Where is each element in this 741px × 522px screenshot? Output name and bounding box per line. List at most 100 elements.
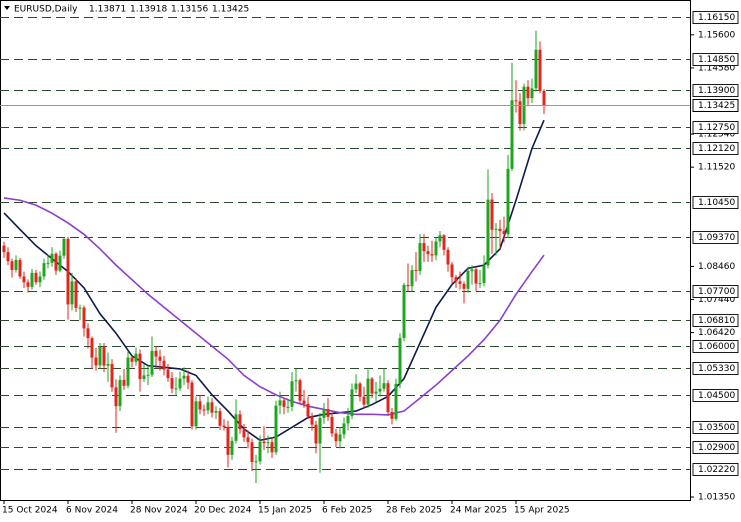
candle-body [126, 357, 130, 386]
candle-body [402, 284, 406, 339]
candle-body [158, 356, 162, 361]
candle-body [510, 100, 514, 169]
x-tick-label: 15 Oct 2024 [2, 506, 58, 516]
candle-body [490, 199, 494, 230]
candle-body [486, 199, 490, 266]
price-label: 1.13425 [698, 101, 735, 111]
level-label-box [692, 11, 739, 24]
level-label-box [692, 314, 739, 327]
candle-body [30, 272, 34, 287]
candle-body [90, 338, 94, 358]
candle-body [242, 429, 246, 438]
y-tick-label: 1.06420 [698, 328, 735, 338]
candle-body [190, 382, 194, 427]
candle-body [334, 433, 338, 442]
candle-body [386, 383, 390, 413]
candle-body [154, 350, 158, 357]
candle-body [414, 269, 418, 271]
candle-body [318, 417, 322, 444]
level-label: 1.02900 [698, 443, 735, 453]
x-tick-label: 6 Nov 2024 [66, 506, 118, 516]
level-label: 1.16150 [698, 13, 735, 23]
candle-body [418, 243, 422, 271]
candle-body [38, 276, 42, 283]
low-value: 1.13156 [171, 5, 208, 15]
level-label-box [692, 196, 739, 209]
candle-body [398, 338, 402, 384]
candle-body [434, 241, 438, 256]
high-value: 1.13918 [130, 5, 167, 15]
candle-body [150, 350, 154, 375]
candle-body [442, 235, 446, 250]
level-label: 1.06810 [698, 316, 735, 326]
menu-arrow [4, 6, 10, 10]
candle-body [370, 378, 374, 394]
y-tick-label: 1.11520 [698, 163, 735, 173]
candle-body [106, 364, 110, 366]
candle-body [22, 276, 26, 283]
candle-body [238, 414, 242, 430]
candle-body [58, 255, 62, 271]
candle-body [202, 409, 206, 411]
candle-body [226, 426, 230, 455]
level-label-box [692, 285, 739, 298]
level-label: 1.05330 [698, 364, 735, 374]
candle-body [350, 389, 354, 416]
candle-body [42, 263, 46, 277]
level-label-box [692, 84, 739, 97]
level-label-box [692, 142, 739, 155]
open-value: 1.13871 [89, 5, 126, 15]
candle-body [118, 379, 122, 407]
candle-body [254, 461, 258, 463]
candle-body [218, 411, 222, 426]
candle-body [330, 416, 334, 434]
x-tick-label: 28 Nov 2024 [130, 506, 188, 516]
level-label: 1.03500 [698, 423, 735, 433]
candle-body [478, 282, 482, 284]
candle-body [182, 375, 186, 379]
candle-body [50, 253, 54, 263]
level-label: 1.09370 [698, 233, 735, 243]
candle-body [198, 401, 202, 410]
candle-body [374, 391, 378, 394]
level-label: 1.07700 [698, 287, 735, 297]
x-tick-label: 15 Jan 2025 [258, 506, 312, 516]
candle-body [506, 168, 510, 234]
candle-body [310, 416, 314, 425]
candle-body [306, 403, 310, 417]
candle-body [346, 415, 350, 424]
level-label-box [692, 53, 739, 66]
candle-body [410, 269, 414, 287]
candle-body [142, 375, 146, 379]
level-label: 1.02220 [698, 465, 735, 475]
candle-body [110, 364, 114, 388]
candle-body [34, 272, 38, 283]
candle-body [342, 423, 346, 435]
candle-body [462, 283, 466, 289]
x-tick-label: 28 Feb 2025 [386, 506, 442, 516]
candle-body [102, 346, 106, 366]
moving-average [3, 197, 545, 416]
candle-body [530, 88, 534, 99]
candle-body [122, 379, 126, 386]
level-label: 1.04500 [698, 391, 735, 401]
candle-body [278, 400, 282, 406]
chart-title: EURUSD,Daily [14, 5, 78, 15]
candle-body [206, 402, 210, 411]
candle-body [78, 307, 82, 309]
candle-body [378, 388, 382, 392]
candle-body [214, 411, 218, 413]
candle-body [246, 437, 250, 443]
candle-body [474, 269, 478, 284]
candle-body [94, 357, 98, 366]
x-tick-label: 20 Dec 2024 [194, 506, 252, 516]
candle-body [394, 383, 398, 419]
candle-body [502, 231, 506, 234]
candle-body [234, 414, 238, 441]
candle-body [74, 281, 78, 308]
level-label: 1.12120 [698, 144, 735, 154]
candle-body [286, 406, 290, 408]
candle-body [338, 434, 342, 442]
candle-body [302, 400, 306, 404]
